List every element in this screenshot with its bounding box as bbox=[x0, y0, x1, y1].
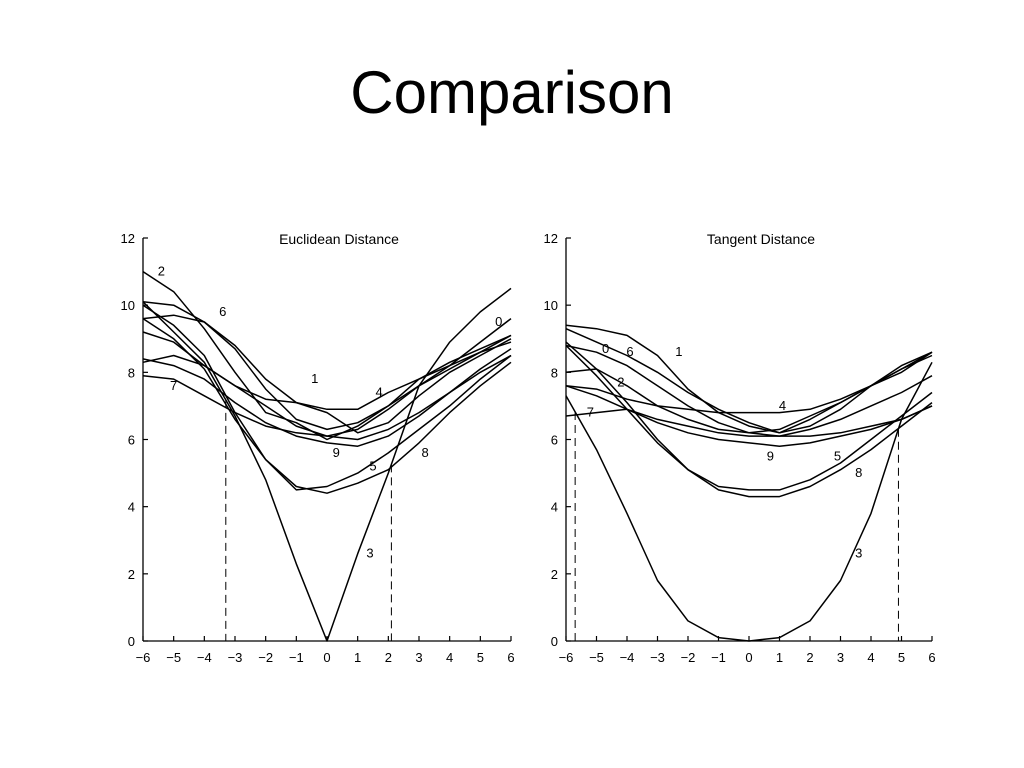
series-line-4 bbox=[142, 341, 512, 411]
x-tick-label: 4 bbox=[446, 650, 453, 665]
series-label-0: 0 bbox=[495, 314, 502, 329]
x-tick-label: 1 bbox=[776, 650, 783, 665]
x-tick-label: −1 bbox=[711, 650, 726, 665]
y-tick-label: 6 bbox=[551, 433, 558, 448]
y-tick-label: 0 bbox=[551, 634, 558, 649]
series-line-3 bbox=[565, 361, 933, 642]
y-tick-label: 8 bbox=[551, 365, 558, 380]
chart-title: Tangent Distance bbox=[707, 231, 815, 247]
series-label-3: 3 bbox=[855, 546, 862, 561]
series-line-9 bbox=[142, 348, 512, 447]
series-line-7 bbox=[565, 405, 933, 437]
series-line-3 bbox=[142, 287, 512, 642]
series-label-7: 7 bbox=[170, 378, 177, 393]
series-line-1 bbox=[142, 314, 512, 434]
x-tick-label: −3 bbox=[650, 650, 665, 665]
x-tick-label: −2 bbox=[258, 650, 273, 665]
y-tick-label: 12 bbox=[121, 231, 135, 246]
x-tick-label: 4 bbox=[867, 650, 874, 665]
x-tick-label: 3 bbox=[837, 650, 844, 665]
series-label-4: 4 bbox=[779, 398, 786, 413]
chart-title: Euclidean Distance bbox=[279, 231, 399, 247]
y-tick-label: 2 bbox=[128, 567, 135, 582]
series-line-2 bbox=[142, 270, 512, 441]
series-line-6 bbox=[565, 328, 933, 434]
x-tick-label: 0 bbox=[745, 650, 752, 665]
series-label-2: 2 bbox=[617, 374, 624, 389]
x-tick-label: −5 bbox=[589, 650, 604, 665]
y-tick-label: 2 bbox=[551, 567, 558, 582]
y-tick-label: 6 bbox=[128, 433, 135, 448]
series-label-5: 5 bbox=[369, 458, 376, 473]
y-tick-label: 10 bbox=[544, 298, 558, 313]
x-tick-label: 5 bbox=[898, 650, 905, 665]
y-tick-label: 0 bbox=[128, 634, 135, 649]
x-tick-label: −4 bbox=[620, 650, 635, 665]
series-label-7: 7 bbox=[587, 405, 594, 420]
series-line-8 bbox=[565, 344, 933, 498]
x-tick-label: −1 bbox=[289, 650, 304, 665]
series-line-5 bbox=[565, 341, 933, 491]
x-tick-label: 2 bbox=[385, 650, 392, 665]
series-label-0: 0 bbox=[602, 341, 609, 356]
series-label-3: 3 bbox=[366, 546, 373, 561]
x-tick-label: 1 bbox=[354, 650, 361, 665]
series-label-2: 2 bbox=[158, 264, 165, 279]
y-tick-label: 10 bbox=[121, 298, 135, 313]
y-tick-label: 8 bbox=[128, 365, 135, 380]
x-tick-label: −6 bbox=[136, 650, 151, 665]
slide-title: Comparison bbox=[350, 59, 674, 126]
series-line-5 bbox=[142, 317, 512, 491]
series-line-6 bbox=[142, 301, 512, 431]
x-tick-label: 0 bbox=[323, 650, 330, 665]
series-label-1: 1 bbox=[675, 344, 682, 359]
series-label-8: 8 bbox=[422, 445, 429, 460]
series-label-1: 1 bbox=[311, 371, 318, 386]
x-tick-label: −5 bbox=[166, 650, 181, 665]
series-line-9 bbox=[565, 385, 933, 447]
x-tick-label: 3 bbox=[415, 650, 422, 665]
x-tick-label: −4 bbox=[197, 650, 212, 665]
y-tick-label: 4 bbox=[551, 500, 558, 515]
x-tick-label: −3 bbox=[228, 650, 243, 665]
x-tick-label: 6 bbox=[928, 650, 935, 665]
series-label-4: 4 bbox=[376, 384, 383, 399]
x-tick-label: 6 bbox=[507, 650, 514, 665]
y-tick-label: 12 bbox=[544, 231, 558, 246]
x-tick-label: 5 bbox=[477, 650, 484, 665]
series-label-8: 8 bbox=[855, 465, 862, 480]
series-label-6: 6 bbox=[219, 304, 226, 319]
x-tick-label: 2 bbox=[806, 650, 813, 665]
x-tick-label: −6 bbox=[559, 650, 574, 665]
series-line-8 bbox=[142, 304, 512, 494]
series-label-9: 9 bbox=[767, 448, 774, 463]
y-tick-label: 4 bbox=[128, 500, 135, 515]
x-tick-label: −2 bbox=[681, 650, 696, 665]
series-label-5: 5 bbox=[834, 448, 841, 463]
series-line-2 bbox=[565, 368, 933, 437]
series-label-9: 9 bbox=[333, 445, 340, 460]
series-label-6: 6 bbox=[626, 344, 633, 359]
